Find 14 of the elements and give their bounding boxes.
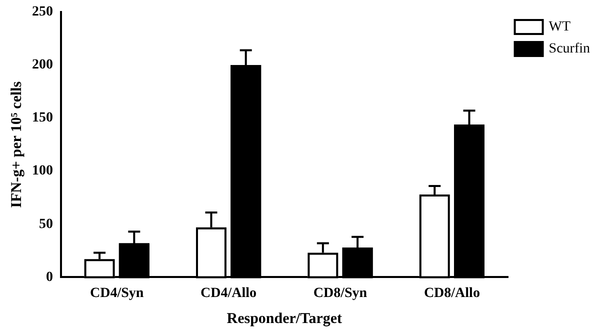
x-tick-label: CD8/Allo: [424, 286, 480, 302]
x-tick-label: CD4/Syn: [90, 286, 144, 302]
y-tick-label: 100: [32, 164, 53, 179]
x-tick-label: CD8/Syn: [313, 286, 368, 302]
y-tick-label: 150: [32, 110, 53, 126]
y-tick-label: 200: [32, 58, 53, 73]
legend-label: Scurfin: [548, 42, 590, 57]
y-tick-label: 0: [46, 270, 53, 285]
legend-label: WT: [548, 20, 571, 35]
y-tick-label: 50: [39, 216, 53, 232]
y-tick-label: 250: [32, 4, 53, 20]
x-axis-title: Responder/Target: [226, 310, 342, 327]
y-axis-title: IFN-g+ per 10⁵ cells: [8, 81, 25, 208]
x-tick-label: CD4/Allo: [200, 286, 257, 302]
